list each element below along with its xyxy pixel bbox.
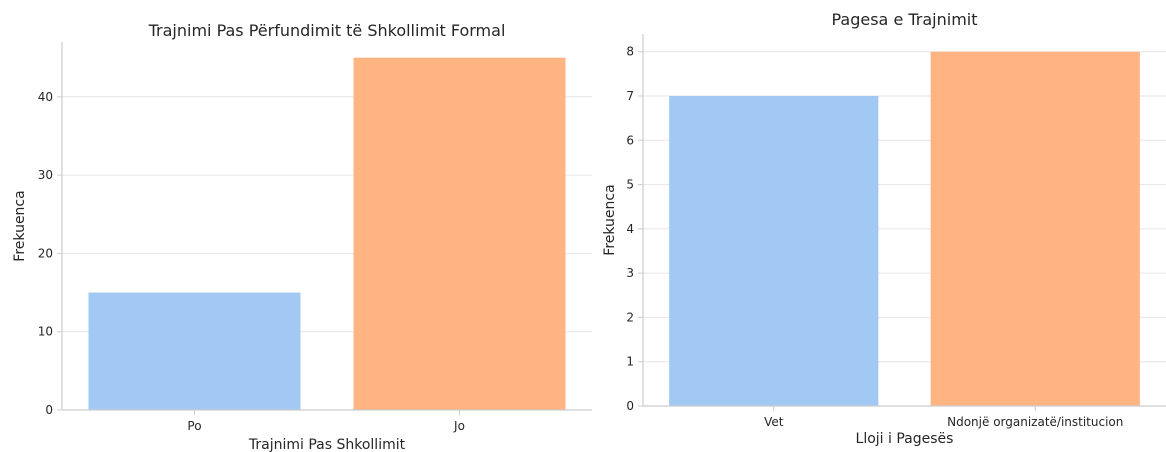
x-axis-label: Lloji i Pagesës: [856, 431, 954, 447]
bar-vet: [669, 96, 879, 406]
y-tick-label: 1: [626, 355, 634, 369]
x-tick-label: Ndonjë organizatë/institucion: [947, 415, 1123, 429]
y-tick-label: 30: [38, 168, 53, 182]
x-tick-label: Vet: [764, 415, 784, 429]
y-tick-label: 6: [626, 133, 634, 147]
y-tick-label: 0: [45, 403, 53, 417]
y-tick-label: 7: [626, 89, 634, 103]
chart-title: Trajnimi Pas Përfundimit të Shkollimit F…: [148, 21, 506, 40]
x-tick-label: Jo: [453, 419, 465, 433]
y-axis-label: Frekuenca: [602, 184, 618, 255]
y-axis-label: Frekuenca: [12, 190, 28, 261]
bar-ndonj-organizat-institucion: [930, 51, 1140, 406]
y-tick-label: 8: [626, 45, 634, 59]
y-tick-label: 5: [626, 178, 634, 192]
bar-po: [88, 292, 301, 410]
y-tick-label: 0: [626, 399, 634, 413]
y-tick-label: 40: [38, 90, 53, 104]
chart-panel-1: 0 1 2 3 4 5 6 7 8 Vet Ndonjë organizatë/institucio…: [602, 10, 1166, 447]
chart-panel-0: 0 10 20 30 40 Po Jo Trajnimi Pas Përfundimit të…: [12, 21, 592, 452]
bar-jo: [353, 57, 566, 410]
y-tick-label: 2: [626, 310, 634, 324]
x-tick-label: Po: [187, 419, 201, 433]
y-tick-label: 3: [626, 266, 634, 280]
y-tick-label: 10: [38, 325, 53, 339]
chart-title: Pagesa e Trajnimit: [831, 10, 977, 29]
y-tick-label: 20: [38, 246, 53, 260]
x-axis-label: Trajnimi Pas Shkollimit: [248, 437, 406, 452]
y-tick-label: 4: [626, 222, 634, 236]
